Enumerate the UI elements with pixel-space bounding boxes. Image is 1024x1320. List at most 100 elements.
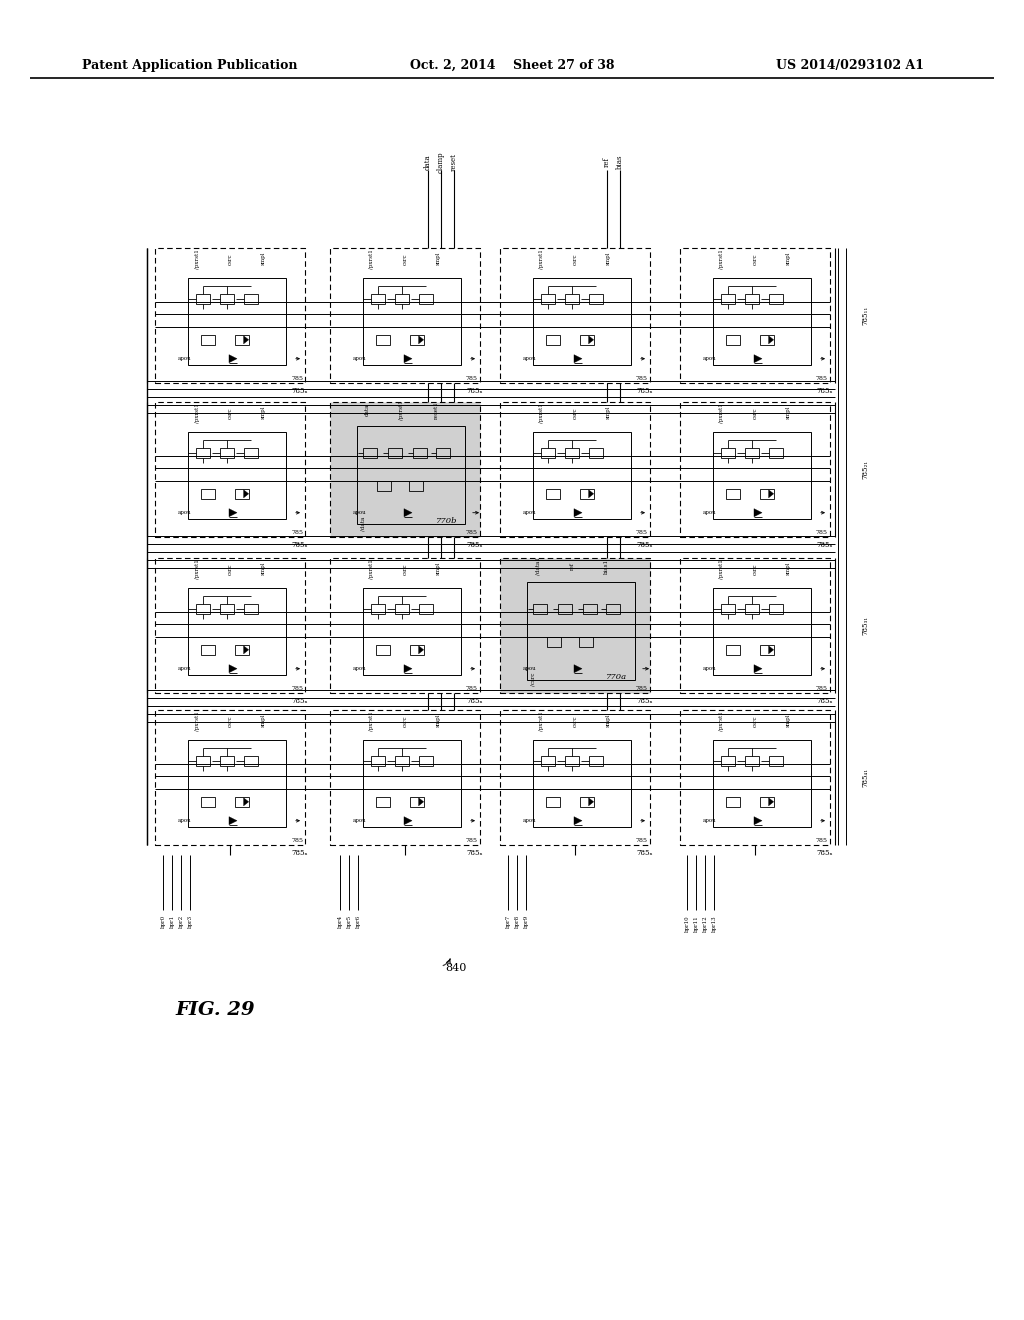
Text: US 2014/0293102 A1: US 2014/0293102 A1 [776,58,924,71]
Text: 785: 785 [291,375,303,380]
Text: 785: 785 [291,685,303,690]
Bar [188,277,286,366]
Bar [769,294,783,305]
Polygon shape [229,665,237,673]
Bar [532,605,547,614]
Text: ref: ref [603,157,611,168]
Text: csrc: csrc [402,564,408,574]
Bar [330,403,480,537]
Text: smpl: smpl [435,562,440,576]
Bar [500,710,650,845]
Bar [420,294,433,305]
Bar [680,558,830,693]
Text: bpr11: bpr11 [693,915,698,932]
Bar [201,644,214,655]
Bar [377,480,391,491]
Polygon shape [404,665,412,673]
Bar [721,449,734,458]
Text: 785ₙ: 785ₙ [817,387,834,395]
Bar [201,797,214,807]
Polygon shape [404,817,412,825]
Bar [760,644,773,655]
Bar [680,710,830,845]
Text: apou: apou [177,818,191,824]
Polygon shape [754,665,762,673]
Bar [330,248,480,383]
Bar [413,449,427,458]
Polygon shape [419,335,424,343]
Text: smpl: smpl [605,714,610,727]
Text: csrc: csrc [227,407,232,418]
Bar [376,797,389,807]
Text: apou: apou [352,818,367,824]
Text: apou: apou [702,667,716,671]
Text: apou: apou [352,356,367,362]
Text: smpl: smpl [435,252,440,265]
Bar [565,756,579,767]
Bar [725,335,739,345]
Text: bpr5: bpr5 [346,915,351,928]
Bar [245,605,258,614]
Text: 785₄₁: 785₄₁ [861,768,869,787]
Text: /pxrst1: /pxrst1 [540,249,545,269]
Bar [245,449,258,458]
Bar [606,605,621,614]
Text: bpr12: bpr12 [702,915,708,932]
Polygon shape [419,797,424,805]
Text: apou: apou [522,667,537,671]
Bar [234,644,249,655]
Bar [201,488,214,499]
Polygon shape [754,817,762,825]
Bar [410,644,424,655]
Bar [188,432,286,520]
Text: reset: reset [450,153,458,170]
Text: smpl: smpl [605,407,610,420]
Text: 785: 785 [816,375,828,380]
Bar [527,582,635,680]
Text: apou: apou [177,511,191,515]
Text: apou: apou [522,818,537,824]
Bar [410,797,424,807]
Text: apou: apou [352,667,367,671]
Text: 770a: 770a [606,673,628,681]
Bar [362,449,377,458]
Bar [500,403,650,537]
Bar [201,335,214,345]
Text: 785ₙ: 785ₙ [292,541,308,549]
Text: bpr6: bpr6 [355,915,360,928]
Text: 785: 785 [636,375,648,380]
Bar [725,488,739,499]
Text: clamp: clamp [437,152,445,173]
Bar [590,756,603,767]
Text: smpl: smpl [260,714,265,727]
Text: csrc: csrc [753,407,758,418]
Polygon shape [419,645,424,653]
Text: csrc: csrc [572,407,578,418]
Bar [580,636,593,647]
Bar [541,294,555,305]
Polygon shape [589,490,594,498]
Bar [546,335,559,345]
Bar [534,739,631,828]
Text: csrc: csrc [402,715,408,726]
Text: bpr0: bpr0 [161,915,166,928]
Bar [580,488,594,499]
Polygon shape [244,335,249,343]
Bar [220,449,234,458]
Text: smpl: smpl [785,562,791,576]
Bar [760,335,773,345]
Text: bias1: bias1 [604,558,609,574]
Polygon shape [754,355,762,363]
Bar [760,797,773,807]
Bar [590,449,603,458]
Polygon shape [574,665,582,673]
Bar [436,449,451,458]
Text: 785ₙ: 785ₙ [292,387,308,395]
Polygon shape [574,355,582,363]
Text: bpr13: bpr13 [712,915,717,932]
Bar [395,605,409,614]
Text: csrc: csrc [227,564,232,574]
Text: apou: apou [352,511,367,515]
Text: /pxrst1: /pxrst1 [370,558,375,578]
Bar [680,248,830,383]
